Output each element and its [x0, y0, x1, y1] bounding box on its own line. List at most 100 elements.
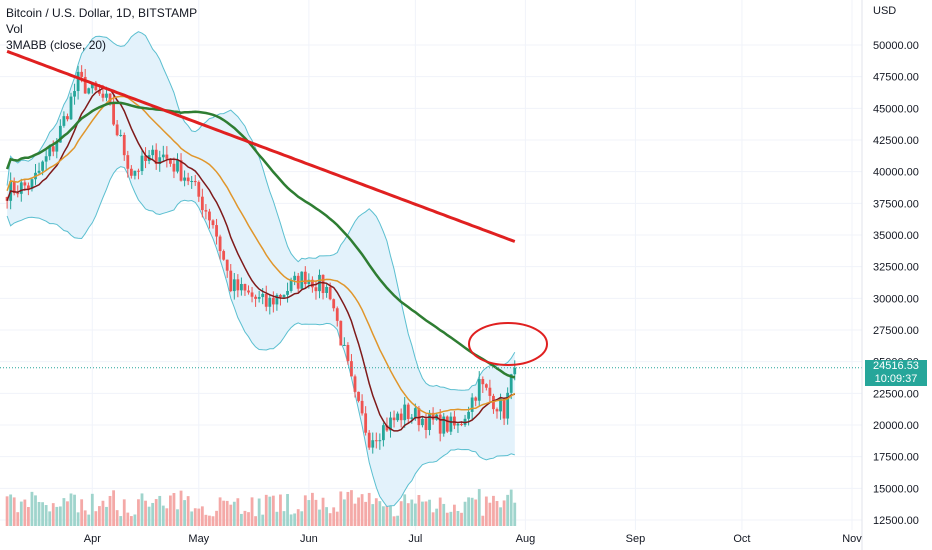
- price-tick-label: 40000.00: [873, 167, 919, 179]
- candle-body: [30, 179, 34, 189]
- candle-body: [406, 404, 410, 419]
- volume-bar: [222, 500, 226, 526]
- candle-body: [481, 379, 485, 385]
- candle-body: [190, 181, 194, 183]
- volume-bar: [428, 499, 431, 526]
- candle-body: [133, 170, 137, 176]
- indicator-label[interactable]: 3MABB (close, 20): [6, 38, 107, 52]
- volume-bar: [264, 494, 268, 526]
- candle-body: [378, 440, 382, 442]
- candle-body: [193, 181, 197, 183]
- candle-body: [364, 413, 368, 433]
- price-tick-label: 22500.00: [873, 388, 919, 400]
- candle-body: [41, 161, 44, 171]
- volume-bar: [190, 511, 194, 526]
- volume-bar: [421, 501, 424, 526]
- candle-body: [428, 412, 431, 431]
- price-tick-label: 47500.00: [873, 72, 919, 84]
- volume-bar: [396, 515, 399, 526]
- candle-body: [112, 103, 115, 125]
- volume-bar: [467, 497, 470, 526]
- candle-body: [122, 134, 126, 156]
- volume-bar: [481, 515, 485, 526]
- candle-body: [208, 211, 211, 221]
- volume-bar: [165, 508, 169, 526]
- candle-body: [279, 294, 282, 298]
- price-axis[interactable]: 50000.00 47500.00 45000.00 42500.00 40000.00…: [873, 40, 919, 527]
- candle-body: [371, 440, 375, 448]
- volume-bar: [122, 499, 126, 526]
- volume-bar: [293, 513, 297, 526]
- currency-label: USD: [873, 5, 897, 17]
- volume-bar: [215, 510, 218, 526]
- volume-bar: [346, 491, 350, 526]
- volume-bar: [332, 507, 336, 526]
- volume-bar: [80, 499, 84, 526]
- volume-bar: [470, 497, 474, 526]
- candle-body: [314, 287, 318, 292]
- volume-bar: [367, 492, 371, 526]
- volume-bar: [449, 511, 453, 526]
- candle-body: [506, 392, 510, 419]
- volume-bar: [58, 506, 62, 526]
- volume-bar: [34, 495, 37, 526]
- bar-countdown: 10:09:37: [874, 373, 918, 385]
- volume-label[interactable]: Vol: [6, 22, 23, 36]
- candlesticks: [5, 65, 517, 454]
- volume-bar: [300, 511, 304, 526]
- candle-body: [247, 290, 250, 293]
- ma-200-line: [6, 49, 516, 243]
- volume-bar: [41, 502, 44, 526]
- candle-body: [367, 432, 371, 448]
- volume-bar: [431, 512, 435, 526]
- volume-bar: [30, 491, 34, 526]
- candle-body: [484, 384, 488, 388]
- candle-body: [396, 413, 399, 421]
- candle-body: [335, 308, 339, 321]
- volume-bar: [286, 494, 289, 526]
- symbol-title[interactable]: Bitcoin / U.S. Dollar, 1D, BITSTAMP: [6, 6, 198, 20]
- candle-body: [204, 210, 208, 212]
- candle-body: [474, 397, 478, 401]
- candle-body: [119, 134, 123, 136]
- candle-body: [101, 93, 105, 98]
- volume-bar: [119, 516, 123, 526]
- candle-body: [90, 82, 94, 89]
- candle-body: [69, 96, 73, 120]
- volume-bar: [147, 506, 151, 526]
- candle-body: [236, 279, 240, 291]
- candle-body: [154, 149, 158, 164]
- volume-bar: [257, 498, 261, 526]
- candle-body: [158, 157, 162, 164]
- volume-bar: [229, 504, 233, 526]
- volume-bar: [126, 512, 130, 526]
- volume-bar: [360, 494, 364, 526]
- volume-bar: [453, 504, 456, 526]
- bollinger-lower: [6, 166, 515, 508]
- volume-bar: [90, 493, 94, 526]
- candle-body: [137, 170, 140, 172]
- volume-bar: [364, 501, 368, 526]
- candle-body: [261, 293, 265, 298]
- candle-body: [392, 417, 396, 421]
- volume-bar: [179, 490, 183, 526]
- candle-body: [413, 408, 417, 418]
- ma-short-line: [6, 87, 516, 432]
- volume-bar: [417, 495, 421, 526]
- volume-bar: [243, 510, 247, 526]
- time-tick-label: Sep: [626, 533, 646, 545]
- candle-body: [108, 93, 112, 104]
- time-axis[interactable]: Apr May Jun Jul Aug Sep Oct Nov: [84, 533, 863, 545]
- candle-body: [250, 292, 254, 297]
- candle-body: [328, 286, 332, 300]
- time-tick-label: Jun: [300, 533, 318, 545]
- volume-bar: [378, 501, 382, 526]
- candle-body: [115, 124, 119, 136]
- volume-bar: [513, 502, 517, 526]
- candle-body: [51, 146, 55, 152]
- candle-body: [37, 170, 41, 173]
- volume-bar: [250, 497, 254, 526]
- volume-bar: [254, 516, 257, 526]
- volume-bars: [5, 489, 517, 526]
